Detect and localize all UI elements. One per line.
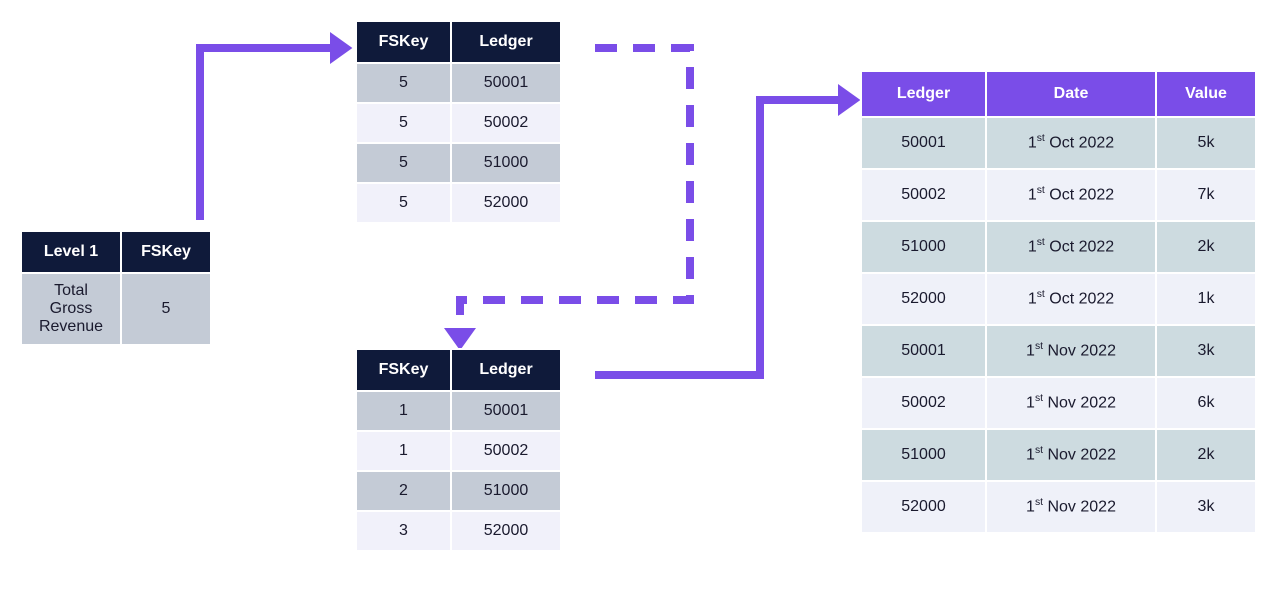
table-cell: 50002 <box>451 431 561 471</box>
col-header: Ledger <box>861 71 986 117</box>
table-fskey-ledger-bottom: FSKeyLedger150001150002251000352000 <box>355 348 562 552</box>
table-cell: 51000 <box>451 471 561 511</box>
table-cell: TotalGrossRevenue <box>21 273 121 345</box>
table-cell: 5 <box>356 143 451 183</box>
table-row: 551000 <box>356 143 561 183</box>
table-row: 500021st Oct 20227k <box>861 169 1256 221</box>
table-cell: 50001 <box>861 117 986 169</box>
table-fskey-ledger-top: FSKeyLedger550001550002551000552000 <box>355 20 562 224</box>
t1-to-t2 <box>200 48 330 220</box>
table-row: 520001st Oct 20221k <box>861 273 1256 325</box>
table-cell: 1st Nov 2022 <box>986 481 1156 533</box>
table-cell: 1st Nov 2022 <box>986 429 1156 481</box>
table-cell: 52000 <box>861 273 986 325</box>
table-row: 150001 <box>356 391 561 431</box>
col-header: FSKey <box>121 231 211 273</box>
table-row: 150002 <box>356 431 561 471</box>
table-cell: 52000 <box>451 183 561 223</box>
table-cell: 52000 <box>861 481 986 533</box>
table-row: 500011st Nov 20223k <box>861 325 1256 377</box>
table-cell: 3k <box>1156 481 1256 533</box>
table-cell: 5 <box>356 183 451 223</box>
table-cell: 2k <box>1156 429 1256 481</box>
table-row: 520001st Nov 20223k <box>861 481 1256 533</box>
table-cell: 5k <box>1156 117 1256 169</box>
t3-to-t4 <box>595 100 838 375</box>
col-header: Ledger <box>451 21 561 63</box>
col-header: Value <box>1156 71 1256 117</box>
table-cell: 1st Oct 2022 <box>986 221 1156 273</box>
table-row: 510001st Nov 20222k <box>861 429 1256 481</box>
table-cell: 1st Nov 2022 <box>986 377 1156 429</box>
table-cell: 1 <box>356 391 451 431</box>
table-cell: 51000 <box>451 143 561 183</box>
table-level1: Level 1FSKeyTotalGrossRevenue5 <box>20 230 212 346</box>
table-row: 550002 <box>356 103 561 143</box>
table-cell: 3k <box>1156 325 1256 377</box>
table-cell: 50001 <box>451 63 561 103</box>
table-row: 500011st Oct 20225k <box>861 117 1256 169</box>
table-cell: 50001 <box>451 391 561 431</box>
table-cell: 2k <box>1156 221 1256 273</box>
table-row: 552000 <box>356 183 561 223</box>
table-row: 510001st Oct 20222k <box>861 221 1256 273</box>
col-header: Ledger <box>451 349 561 391</box>
table-ledger-date-value: LedgerDateValue500011st Oct 20225k500021… <box>860 70 1257 534</box>
col-header: Level 1 <box>21 231 121 273</box>
col-header: FSKey <box>356 349 451 391</box>
table-cell: 51000 <box>861 429 986 481</box>
table-cell: 2 <box>356 471 451 511</box>
table-row: 352000 <box>356 511 561 551</box>
table-row: 251000 <box>356 471 561 511</box>
table-cell: 1st Oct 2022 <box>986 117 1156 169</box>
table-cell: 3 <box>356 511 451 551</box>
table-row: 500021st Nov 20226k <box>861 377 1256 429</box>
table-cell: 5 <box>121 273 211 345</box>
table-cell: 50002 <box>451 103 561 143</box>
table-cell: 6k <box>1156 377 1256 429</box>
table-cell: 50001 <box>861 325 986 377</box>
table-cell: 51000 <box>861 221 986 273</box>
table-row: 550001 <box>356 63 561 103</box>
col-header: Date <box>986 71 1156 117</box>
table-cell: 1st Oct 2022 <box>986 273 1156 325</box>
table-cell: 7k <box>1156 169 1256 221</box>
table-cell: 5 <box>356 103 451 143</box>
table-cell: 1k <box>1156 273 1256 325</box>
table-cell: 5 <box>356 63 451 103</box>
col-header: FSKey <box>356 21 451 63</box>
table-cell: 1 <box>356 431 451 471</box>
table-row: TotalGrossRevenue5 <box>21 273 211 345</box>
table-cell: 1st Nov 2022 <box>986 325 1156 377</box>
table-cell: 50002 <box>861 169 986 221</box>
table-cell: 50002 <box>861 377 986 429</box>
table-cell: 52000 <box>451 511 561 551</box>
table-cell: 1st Oct 2022 <box>986 169 1156 221</box>
